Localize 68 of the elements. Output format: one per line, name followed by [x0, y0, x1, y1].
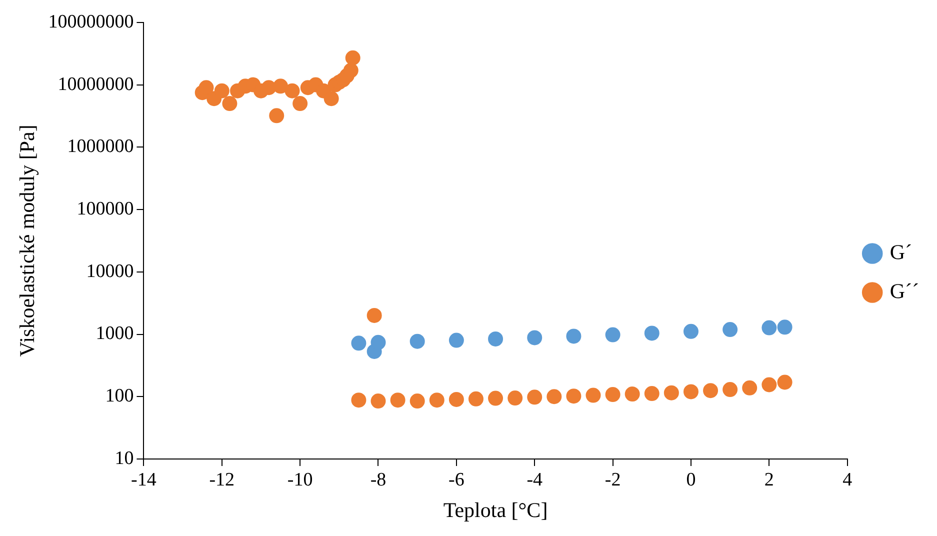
- point: [624, 386, 640, 402]
- point: [366, 308, 382, 323]
- point: [448, 392, 464, 407]
- point: [683, 384, 698, 400]
- point: [508, 390, 523, 406]
- point: [527, 330, 542, 346]
- x-tick-label: -6: [448, 469, 464, 490]
- point: [488, 331, 504, 346]
- point: [703, 383, 718, 398]
- point: [429, 392, 444, 408]
- point: [390, 392, 406, 408]
- y-tick-label: 10: [114, 448, 134, 469]
- point: [343, 62, 358, 78]
- y-axis-title: Viskoelastické moduly [Pa]: [15, 124, 40, 357]
- point: [546, 389, 562, 404]
- point: [683, 324, 698, 339]
- point: [351, 336, 366, 351]
- x-tick-label: 0: [686, 469, 696, 490]
- point: [324, 91, 339, 106]
- point: [644, 386, 660, 402]
- y-tick-label: 1000: [96, 323, 134, 344]
- point: [273, 78, 288, 94]
- x-tick-label: -12: [209, 469, 235, 490]
- x-tick-label: 2: [764, 469, 774, 490]
- x-tick-label: -2: [604, 469, 621, 490]
- point: [566, 388, 582, 404]
- point: [448, 332, 464, 348]
- y-tick-label: 100000: [76, 198, 134, 220]
- x-tick-label: 4: [842, 469, 853, 490]
- point: [214, 83, 230, 98]
- point: [762, 377, 777, 392]
- point: [762, 320, 777, 336]
- x-tick-label: -10: [287, 469, 313, 490]
- legend-label: G´: [890, 240, 912, 264]
- point: [722, 382, 738, 398]
- point: [664, 385, 679, 400]
- point: [566, 328, 582, 344]
- point: [292, 96, 308, 112]
- x-tick-label: -4: [526, 469, 544, 490]
- point: [284, 83, 300, 98]
- y-tick-label: 10000: [86, 260, 134, 282]
- point: [605, 327, 620, 342]
- point: [722, 322, 738, 338]
- point: [742, 380, 758, 396]
- point: [269, 108, 284, 124]
- y-tick-label: 1000000: [67, 136, 134, 158]
- legend-label: G´´: [890, 279, 920, 304]
- point: [644, 326, 660, 341]
- point: [468, 391, 484, 406]
- point: [777, 374, 792, 390]
- point: [586, 388, 601, 403]
- point: [777, 320, 792, 335]
- y-tick-label: 10000000: [58, 74, 134, 95]
- point: [222, 96, 238, 112]
- x-axis-title: Teplota [°C]: [443, 498, 548, 522]
- point: [488, 390, 504, 406]
- point: [605, 387, 620, 402]
- point: [351, 392, 366, 408]
- y-tick-label: 100000000: [48, 11, 134, 32]
- x-tick-label: -8: [370, 469, 386, 490]
- point: [527, 390, 542, 405]
- point: [370, 334, 386, 350]
- x-tick-label: -14: [131, 469, 157, 490]
- point: [370, 394, 386, 409]
- point: [410, 394, 425, 409]
- point: [345, 50, 360, 66]
- y-tick-label: 100: [105, 386, 134, 407]
- point: [410, 334, 425, 349]
